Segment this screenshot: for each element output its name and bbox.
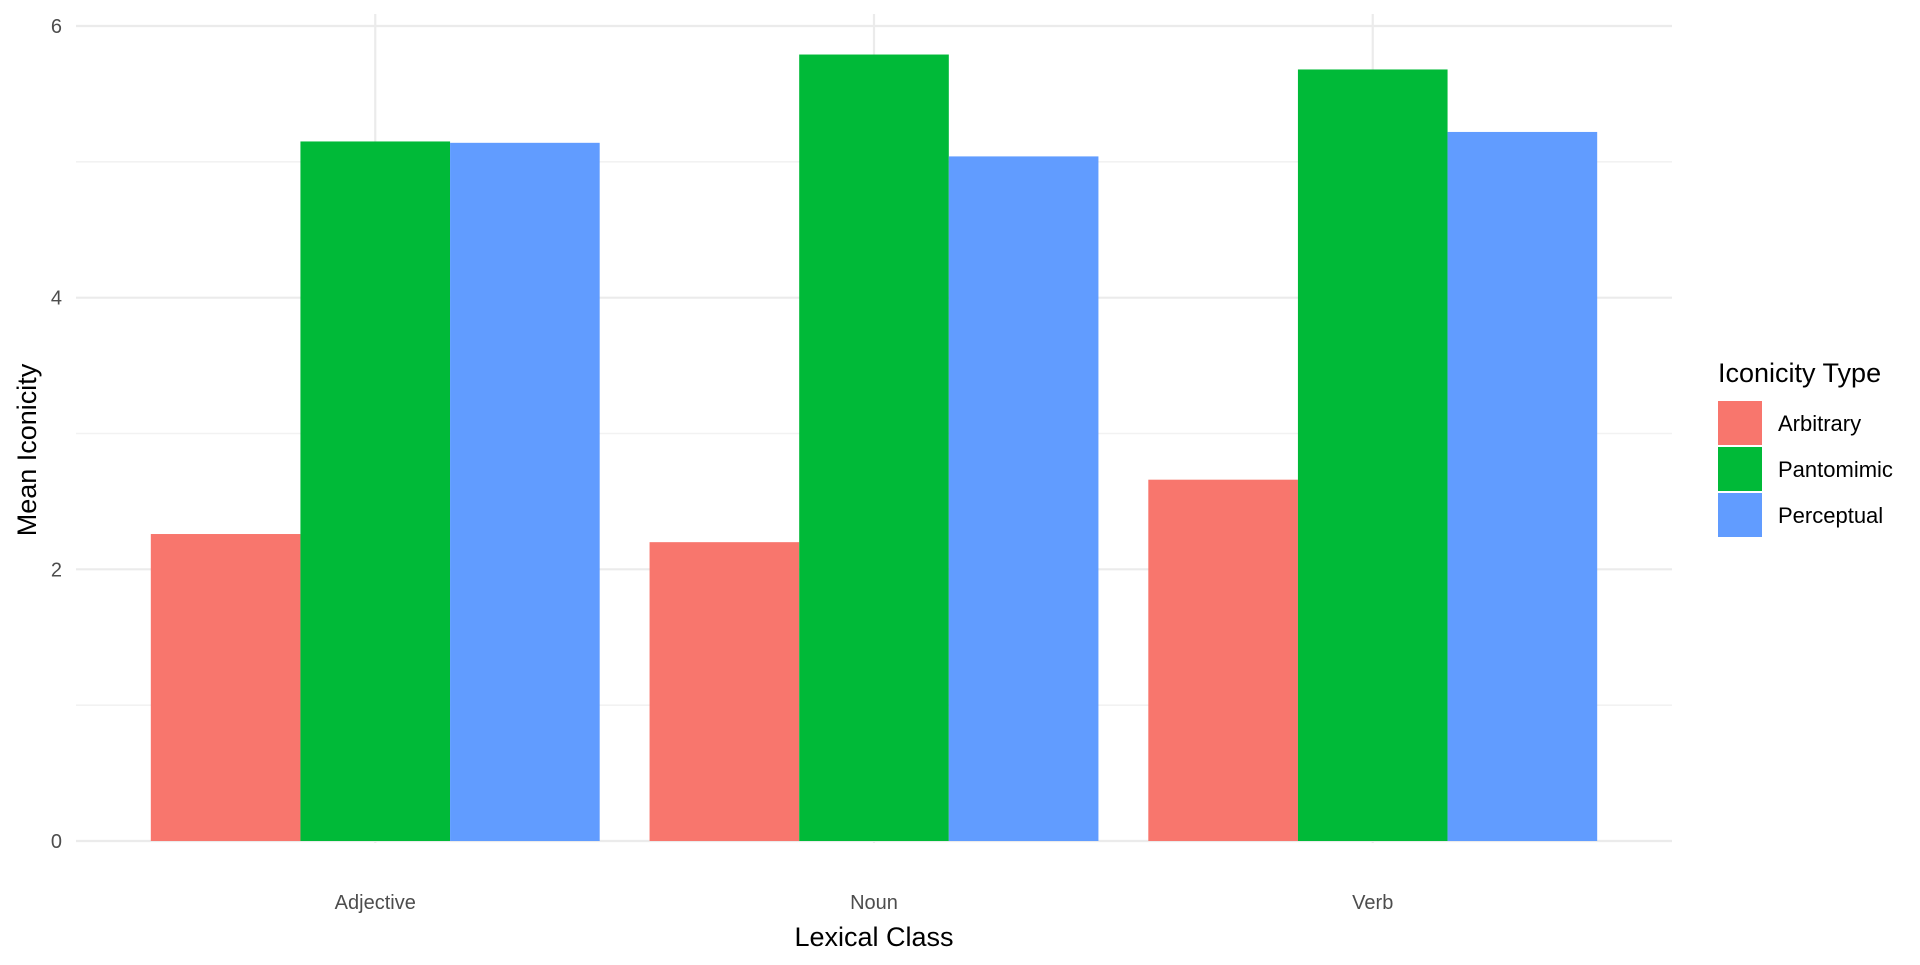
y-axis-ticks: 0 2 4 6 — [51, 16, 62, 853]
y-tick-label: 2 — [51, 559, 62, 581]
y-tick-label: 0 — [51, 831, 62, 853]
x-axis-ticks: Adjective Noun Verb — [335, 892, 1394, 914]
bars — [150, 54, 1598, 842]
x-axis-title: Lexical Class — [794, 922, 953, 952]
legend-key-pantomimic — [1718, 447, 1762, 491]
bar-perceptual-adjective — [450, 142, 600, 842]
bar-arbitrary-adjective — [150, 534, 301, 841]
x-tick-label: Noun — [850, 892, 898, 914]
bar-perceptual-noun — [948, 156, 1099, 841]
legend-items: Arbitrary Pantomimic Perceptual — [1718, 401, 1893, 537]
legend-label-arbitrary: Arbitrary — [1778, 411, 1861, 436]
bar-pantomimic-noun — [799, 54, 949, 841]
y-tick-label: 4 — [51, 288, 62, 310]
bar-pantomimic-verb — [1297, 69, 1448, 841]
y-axis-title: Mean Iconicity — [12, 363, 42, 536]
legend: Iconicity Type Arbitrary Pantomimic Percep… — [1718, 358, 1893, 537]
bar-perceptual-verb — [1447, 131, 1598, 841]
bar-arbitrary-noun — [649, 542, 800, 841]
y-tick-label: 6 — [51, 16, 62, 38]
bar-arbitrary-verb — [1148, 479, 1298, 841]
legend-key-arbitrary — [1718, 401, 1762, 445]
legend-key-perceptual — [1718, 493, 1762, 537]
x-tick-label: Verb — [1352, 892, 1393, 914]
legend-title: Iconicity Type — [1718, 358, 1881, 388]
bar-pantomimic-adjective — [300, 141, 451, 842]
legend-label-pantomimic: Pantomimic — [1778, 457, 1893, 482]
x-tick-label: Adjective — [335, 892, 416, 914]
legend-label-perceptual: Perceptual — [1778, 503, 1883, 528]
